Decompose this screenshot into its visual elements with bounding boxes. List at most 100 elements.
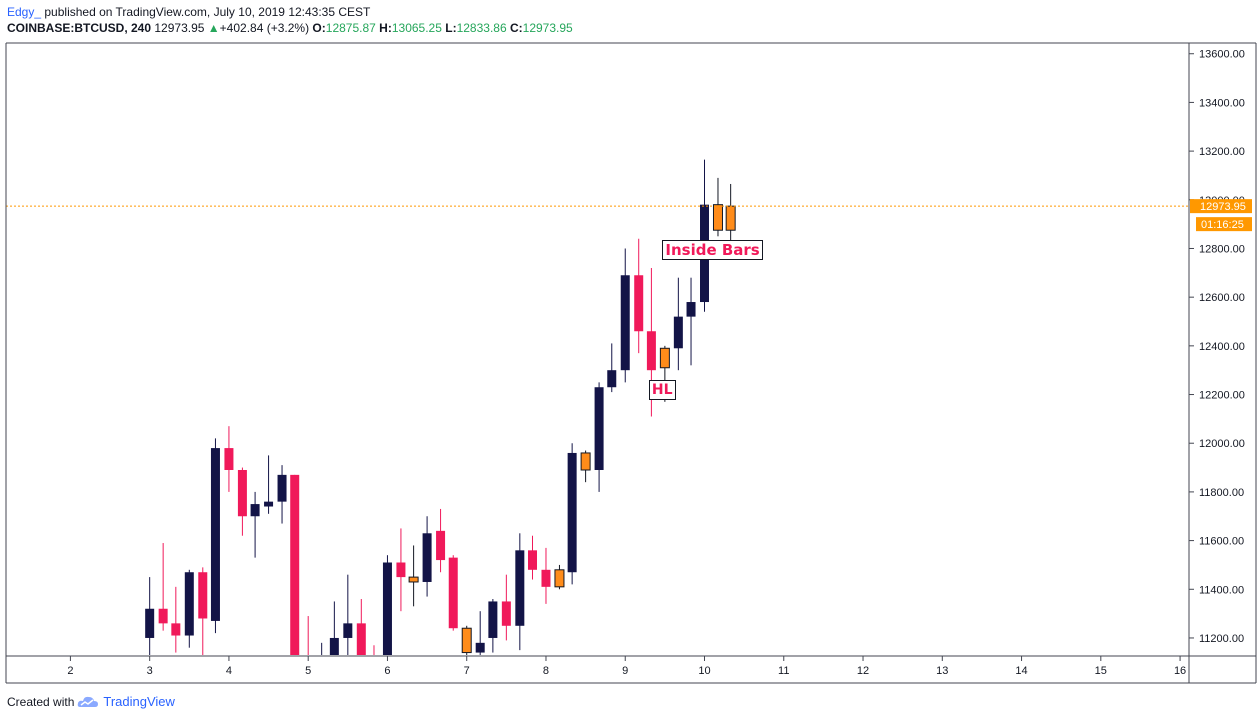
candle-body <box>528 550 538 570</box>
candle[interactable] <box>488 599 498 653</box>
candle[interactable] <box>145 577 155 655</box>
candle[interactable] <box>277 465 287 524</box>
annotation-inside-bars[interactable]: Inside Bars <box>662 239 763 260</box>
candle-body <box>329 637 339 655</box>
candle[interactable] <box>580 450 591 483</box>
time-tick-label: 5 <box>305 665 311 677</box>
candle-body <box>448 557 458 629</box>
candle[interactable] <box>408 545 419 607</box>
candle[interactable] <box>329 601 339 655</box>
candle[interactable] <box>158 543 168 631</box>
candle[interactable] <box>567 443 577 585</box>
candle-body <box>554 569 565 588</box>
candle-body <box>725 205 736 231</box>
price-tick-label: 11800.00 <box>1199 487 1244 499</box>
candle-body <box>145 608 155 638</box>
candle[interactable] <box>250 491 260 558</box>
published-text: published on TradingView.com, July 10, 2… <box>44 5 371 19</box>
time-tick-label: 13 <box>936 665 948 677</box>
open-label: O: <box>312 21 326 35</box>
open-value: 12875.87 <box>325 21 376 35</box>
candle[interactable] <box>620 248 630 383</box>
time-tick-label: 10 <box>698 665 710 677</box>
candle[interactable] <box>396 528 406 612</box>
candle[interactable] <box>501 574 511 641</box>
low-label: L: <box>445 21 457 35</box>
time-axis[interactable]: 2 3 4 5 6 7 8 9 10 11 12 13 14 15 16 <box>67 656 1186 677</box>
time-tick-label: 12 <box>857 665 869 677</box>
price-tick-label: 12000.00 <box>1199 438 1245 450</box>
candle-body <box>712 204 723 231</box>
candle[interactable] <box>264 455 274 514</box>
candle-body <box>224 448 234 470</box>
candle[interactable] <box>356 599 366 655</box>
candle[interactable] <box>541 547 551 604</box>
candle[interactable] <box>712 177 723 237</box>
footer: Created with TradingView <box>7 694 175 709</box>
candle[interactable] <box>528 535 538 580</box>
candle[interactable] <box>554 564 565 590</box>
candle-body <box>646 331 656 371</box>
price-tick-label: 12600.00 <box>1199 292 1245 304</box>
candle[interactable] <box>673 277 683 371</box>
candle[interactable] <box>475 611 485 655</box>
candle[interactable] <box>237 467 247 536</box>
candle-body <box>396 562 406 578</box>
plot-area[interactable] <box>6 43 1189 656</box>
candle[interactable] <box>686 277 696 366</box>
tradingview-cloud-icon <box>78 696 99 707</box>
candle-body <box>422 533 432 582</box>
candle[interactable] <box>607 343 617 393</box>
candle[interactable] <box>436 508 446 573</box>
candle[interactable] <box>634 238 644 354</box>
price-tick-label: 13200.00 <box>1199 146 1245 158</box>
candle-body <box>686 302 696 317</box>
candle-body <box>436 530 446 561</box>
time-tick-label: 14 <box>1015 665 1027 677</box>
candle-body <box>461 627 472 654</box>
last-price-badge-text: 12973.95 <box>1200 201 1246 213</box>
candle-body <box>580 452 591 471</box>
candle[interactable] <box>461 625 472 655</box>
candle[interactable] <box>448 555 458 631</box>
candle[interactable] <box>210 438 220 634</box>
high-label: H: <box>379 21 392 35</box>
time-tick-label: 15 <box>1095 665 1107 677</box>
candle[interactable] <box>422 516 432 597</box>
candle-body <box>290 474 300 655</box>
candle-body <box>567 452 577 573</box>
annotation-hl[interactable]: HL <box>648 379 676 400</box>
price-tick-label: 12400.00 <box>1199 341 1245 353</box>
candle[interactable] <box>343 574 353 655</box>
candle[interactable] <box>290 474 300 655</box>
candle[interactable] <box>184 569 194 648</box>
candle-body <box>382 562 392 655</box>
low-value: 12833.86 <box>456 21 507 35</box>
candle[interactable] <box>594 382 604 492</box>
candle[interactable] <box>382 555 392 655</box>
candle[interactable] <box>224 426 234 492</box>
candle[interactable] <box>515 533 525 651</box>
price-axis[interactable]: 11200.00 11400.00 11600.00 11800.00 12000.00… <box>1189 49 1245 645</box>
last-price-text: 12973.95 <box>154 21 205 35</box>
candle[interactable] <box>198 567 208 655</box>
countdown-badge-bg <box>1196 217 1252 232</box>
time-tick-label: 4 <box>226 665 232 677</box>
time-tick-label: 6 <box>384 665 390 677</box>
candle[interactable] <box>171 586 181 653</box>
author-link[interactable]: Edgy_ <box>7 5 42 19</box>
up-triangle-icon: ▲ <box>207 21 220 35</box>
close-value: 12973.95 <box>522 21 573 35</box>
time-tick-label: 11 <box>778 665 789 677</box>
candle-body <box>264 501 274 507</box>
time-tick-label: 16 <box>1174 665 1186 677</box>
candle-body <box>501 601 511 626</box>
time-tick-label: 7 <box>464 665 470 677</box>
tradingview-logo-text[interactable]: TradingView <box>103 694 175 709</box>
last-price-badge: 12973.95 01:16:25 <box>1190 199 1252 232</box>
candle-body <box>250 504 260 517</box>
candle-body <box>198 572 208 619</box>
candle-body <box>171 623 181 636</box>
candle-body <box>673 316 683 349</box>
